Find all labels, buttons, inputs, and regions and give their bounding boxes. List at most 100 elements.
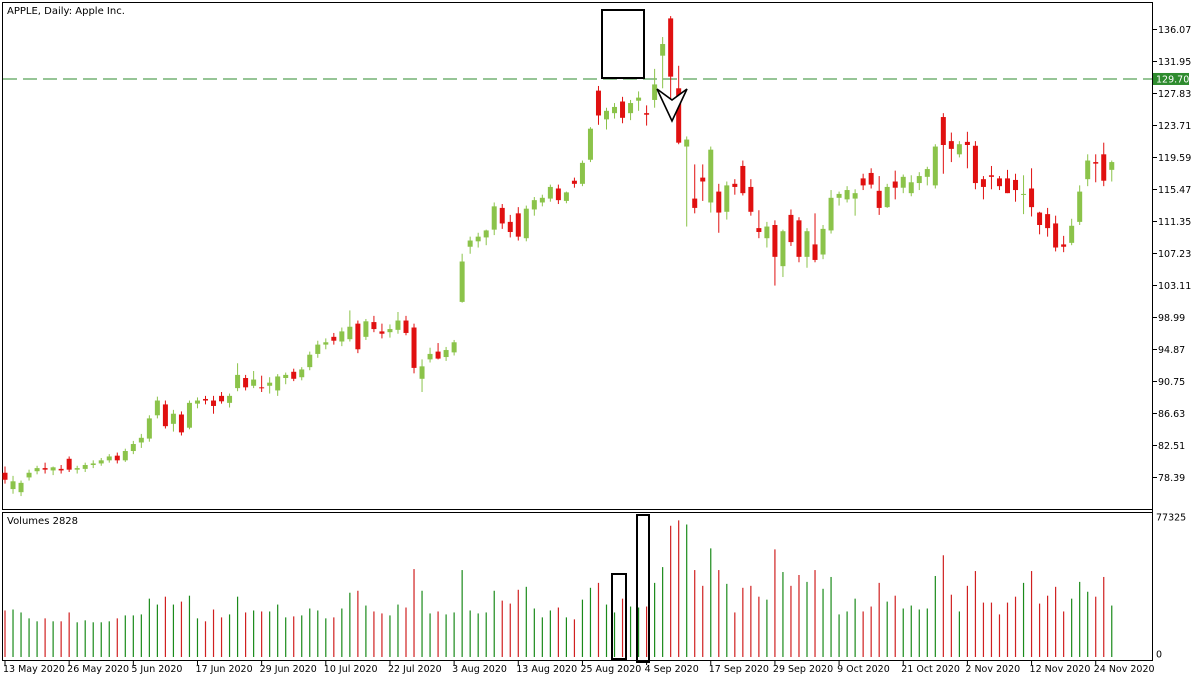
candle-body [652, 84, 658, 100]
candle-body [299, 369, 305, 378]
time-axis: 13 May 2020 26 May 2020 5 Jun 2020 17 Jun 2… [3, 661, 1155, 675]
candle-body [844, 190, 850, 200]
candle-body [170, 413, 176, 424]
candle-body [82, 464, 88, 469]
candle-body [1093, 162, 1099, 164]
candle-body [1085, 160, 1091, 180]
time-tick-label: 12 Nov 2020 [1030, 664, 1091, 675]
candle-body [964, 141, 970, 145]
candle-body [499, 207, 505, 224]
candle-body [243, 378, 249, 388]
candle-body [780, 231, 786, 267]
candle-body [692, 198, 698, 208]
current-price-label: 129.70 [1156, 74, 1189, 85]
candle-body [932, 146, 938, 186]
candle-body [523, 208, 529, 239]
chart-title: APPLE, Daily: Apple Inc. [7, 6, 125, 17]
candle-body [1029, 188, 1035, 208]
candle-body [387, 329, 393, 333]
highlight-box-top-candle [601, 9, 645, 79]
price-tick-label: 82.51 [1158, 441, 1185, 452]
candle-body [860, 178, 866, 186]
volume-axis: 77325 0 [1156, 513, 1186, 661]
price-tick-label: 78.39 [1158, 473, 1185, 484]
price-tick-label: 123.71 [1158, 121, 1191, 132]
candle-body [908, 182, 914, 194]
resistance-level: 129.70 [3, 72, 1189, 85]
candle-body [267, 382, 273, 386]
candle-body [716, 191, 722, 213]
candle-body [900, 176, 906, 188]
candle-body [1077, 191, 1083, 222]
volume-title: Volumes 2828 [7, 516, 78, 527]
candle-body [1021, 193, 1027, 195]
candle-body [395, 320, 401, 330]
candle-body [291, 371, 297, 379]
candle-body [852, 193, 858, 199]
candle-body [1061, 244, 1067, 247]
candle-body [379, 331, 385, 334]
candle-body [34, 468, 40, 472]
time-tick-label: 17 Jun 2020 [195, 664, 252, 675]
price-axis: 136.07 131.95 127.83 123.71 119.59 115.47 111.… [1152, 25, 1191, 484]
candle-body [972, 145, 978, 184]
price-tick-label: 103.11 [1158, 281, 1191, 292]
candle-body [579, 162, 585, 184]
price-tick-label: 127.83 [1158, 89, 1191, 100]
candle-body [419, 366, 425, 379]
candle-body [451, 342, 457, 353]
candles [2, 16, 1115, 497]
time-tick-label: 17 Sep 2020 [709, 664, 769, 675]
candle-body [636, 97, 642, 101]
candle-body [467, 240, 473, 247]
candle-body [660, 44, 666, 56]
candle-body [194, 400, 200, 404]
candle-body [331, 336, 337, 341]
price-tick-label: 131.95 [1158, 57, 1191, 68]
price-tick-label: 107.23 [1158, 249, 1191, 260]
candle-body [211, 400, 217, 406]
time-tick-label: 2 Nov 2020 [965, 664, 1020, 675]
candle-body [620, 101, 626, 118]
candle-body [459, 261, 465, 302]
candle-body [612, 106, 618, 114]
candle-body [1013, 179, 1019, 191]
candle-body [820, 228, 826, 255]
candle-body [339, 331, 345, 342]
time-tick-label: 13 Aug 2020 [516, 664, 577, 675]
price-tick-label: 94.87 [1158, 345, 1185, 356]
candle-body [988, 175, 994, 177]
candle-body [1053, 223, 1059, 248]
candle-body [924, 169, 930, 177]
candle-body [355, 323, 361, 350]
candle-body [884, 186, 890, 208]
volume-pane-frame [2, 512, 1153, 661]
down-arrow-marker [656, 88, 688, 123]
volume-tick-label: 77325 [1156, 513, 1186, 524]
candle-body [828, 197, 834, 231]
candle-body [275, 376, 281, 391]
candle-body [74, 468, 80, 470]
candle-body [251, 379, 257, 386]
candle-body [956, 144, 962, 155]
candle-body [114, 455, 120, 461]
candle-body [146, 418, 152, 439]
candle-body [58, 468, 64, 471]
candle-body [732, 183, 738, 187]
candle-body [515, 213, 521, 237]
candle-body [411, 327, 417, 368]
candle-body [130, 444, 136, 452]
candle-body [363, 321, 369, 337]
candle-body [259, 387, 265, 389]
candle-body [1045, 214, 1051, 229]
candle-body [90, 463, 96, 465]
current-price-tag [1153, 72, 1189, 85]
candle-body [676, 88, 682, 143]
candle-body [1005, 178, 1010, 194]
candle-body [563, 192, 569, 201]
time-tick-label: 4 Sep 2020 [645, 664, 699, 675]
candle-body [10, 481, 16, 490]
time-tick-label: 3 Aug 2020 [452, 664, 507, 675]
